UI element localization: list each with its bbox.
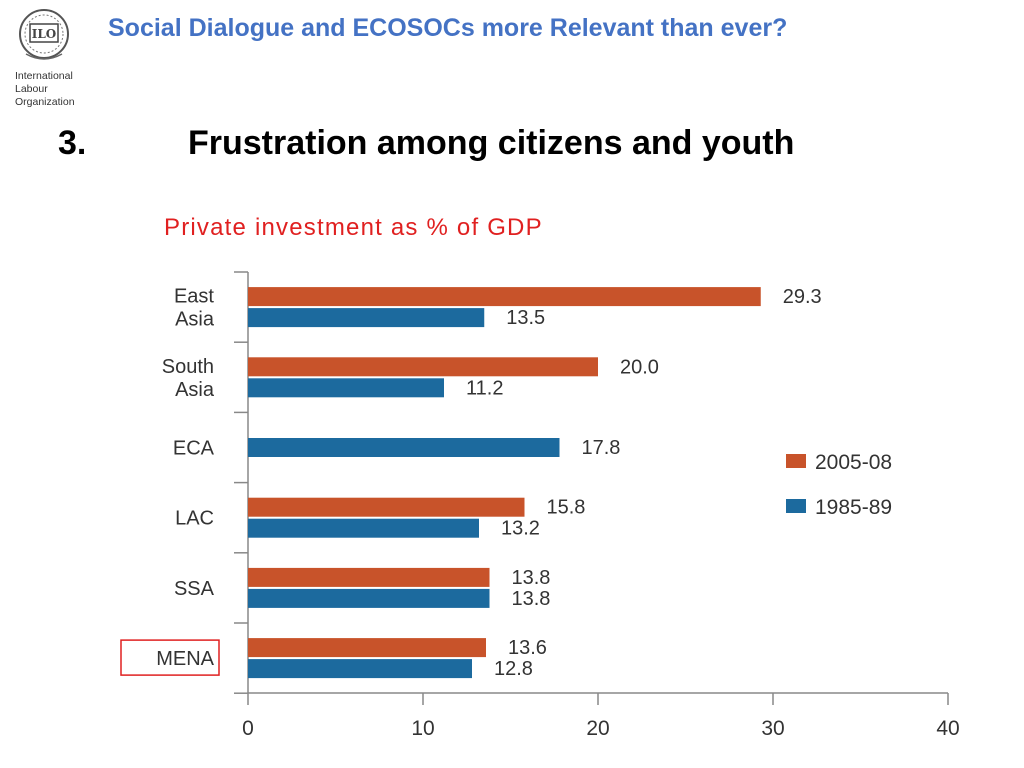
data-label: 20.0 — [620, 356, 659, 378]
x-tick-label: 0 — [242, 717, 254, 740]
bar-2005-08 — [248, 497, 525, 517]
legend-swatch-1985-89 — [786, 499, 806, 513]
bar-1985-89 — [248, 588, 490, 608]
category-label: Asia — [175, 309, 215, 331]
data-label: 17.8 — [582, 437, 621, 459]
bar-2005-08 — [248, 357, 598, 377]
data-label: 13.8 — [512, 588, 551, 610]
legend-swatch-2005-08 — [786, 454, 806, 468]
category-label: LAC — [175, 508, 214, 530]
category-label: South — [162, 356, 214, 378]
bar-1985-89 — [248, 438, 560, 457]
ilo-emblem-icon: ILO — [19, 9, 69, 60]
bar-1985-89 — [248, 378, 444, 398]
logo-emblem-text: ILO — [32, 27, 57, 41]
x-tick-label: 30 — [761, 717, 784, 740]
highlight-box — [120, 639, 220, 676]
legend-label: 2005-08 — [815, 451, 892, 474]
bar-2005-08 — [248, 638, 486, 658]
slide-header-title: Social Dialogue and ECOSOCs more Relevan… — [108, 14, 788, 42]
ilo-logo: ILO International Labour Organization — [12, 8, 92, 114]
bar-2005-08 — [248, 287, 761, 307]
data-label: 13.5 — [506, 307, 545, 329]
data-label: 12.8 — [494, 658, 533, 680]
category-label: East — [174, 286, 214, 308]
chart-title: Private investment as % of GDP — [164, 214, 543, 241]
bar-1985-89 — [248, 659, 472, 679]
legend-label: 1985-89 — [815, 496, 892, 519]
bar-1985-89 — [248, 518, 479, 538]
category-label: MENA — [156, 648, 214, 670]
investment-bar-chart: Private investment as % of GDP 0 10 20 30 40 E… — [120, 214, 960, 740]
data-label: 13.6 — [508, 637, 547, 659]
category-label: ECA — [173, 438, 215, 460]
heading-text: Frustration among citizens and youth — [188, 124, 795, 162]
x-tick-label: 40 — [936, 717, 959, 740]
data-label: 11.2 — [466, 377, 503, 399]
bar-2005-08 — [248, 567, 490, 587]
data-label: 13.8 — [512, 567, 551, 589]
x-tick-label: 20 — [586, 717, 609, 740]
data-label: 13.2 — [501, 518, 540, 540]
bar-1985-89 — [248, 308, 485, 328]
data-label: 15.8 — [547, 497, 586, 519]
logo-line-3: Organization — [15, 96, 75, 108]
logo-line-2: Labour — [15, 83, 48, 95]
data-label: 29.3 — [783, 286, 822, 308]
x-tick-label: 10 — [411, 717, 434, 740]
logo-line-1: International — [15, 70, 73, 82]
category-label: Asia — [175, 379, 215, 401]
heading-number: 3. — [58, 124, 87, 162]
category-label: SSA — [174, 578, 215, 600]
